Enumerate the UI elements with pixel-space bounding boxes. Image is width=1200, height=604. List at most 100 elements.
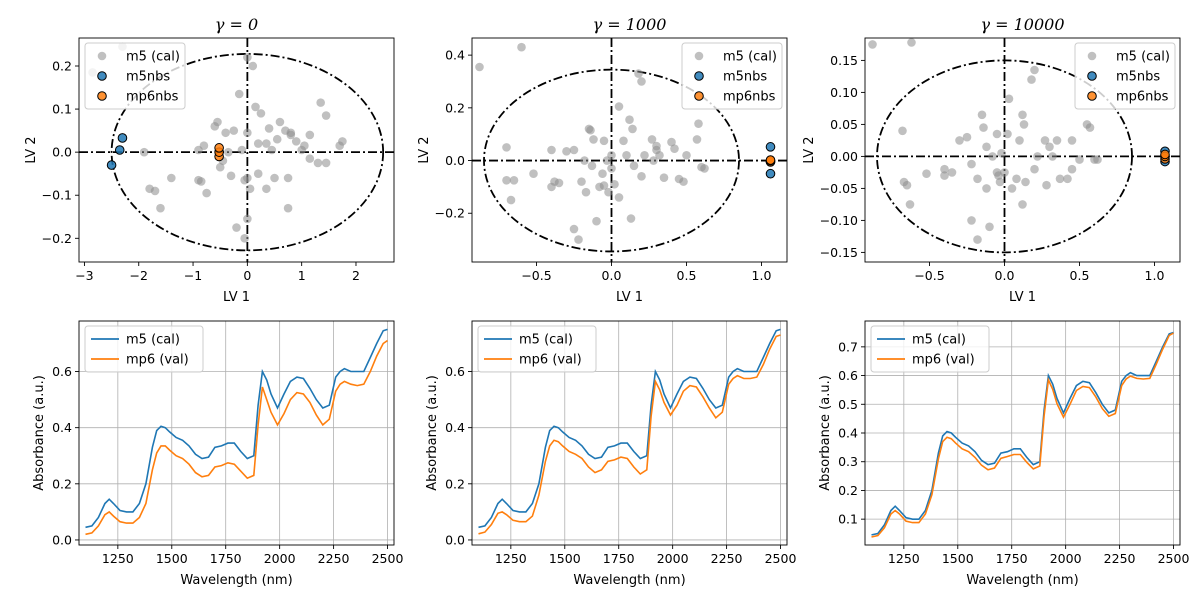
scatter-point-m5-cal [569,224,579,234]
scatter-point-m5-cal [992,129,1002,139]
scatter-point-m5-cal [502,143,511,152]
series-line-mp6-val [478,334,781,535]
scatter-point-m5-cal [226,171,236,181]
chart-6: 1250 1500 1750 2000 2250 2500 0.1 0.2 0.3 0.4 0.5 0… [818,320,1189,588]
scatter-point-m5-cal [700,164,709,173]
axes-frame [471,320,788,546]
x-tick-label: 2500 [372,551,404,566]
y-axis-label: Absorbance (a.u.) [32,375,47,491]
y-tick-label: 0.05 [830,117,858,132]
scatter-point-m5-cal [237,145,247,155]
plot-area [478,328,781,535]
scatter-point-m5-cal [586,125,595,135]
scatter-point-m5-cal [529,169,538,179]
legend-label: m5 (cal) [126,333,180,348]
scatter-point-m5-cal [637,172,646,181]
x-tick-label: 1750 [603,551,635,566]
scatter-point-m5-cal [1033,152,1042,161]
scatter-point-m5-cal [647,135,657,144]
scatter-point-m5-cal [580,156,589,165]
scatter-point-m5-cal [1067,136,1077,145]
x-tick-label: 2250 [1104,551,1136,566]
scatter-point-m5-cal [587,161,597,171]
y-tick-label: 0.10 [830,85,858,100]
scatter-point-m5-cal [670,144,679,153]
y-tick-label: 0.1 [838,512,858,527]
scatter-point-m5-cal [1030,65,1039,75]
scatter-point-m5-cal [940,171,949,180]
scatter-point-m5nbs [765,168,776,179]
scatter-point-m5-cal [592,216,601,226]
y-tick-label: 0.2 [445,476,465,491]
legend-box [1074,42,1176,110]
legend-marker [694,51,704,61]
series-line-mp6-val [85,339,388,536]
scatter-point-m5-cal [275,117,285,127]
y-tick-label: 0.6 [445,364,465,379]
legend-box [870,325,990,373]
scatter-point-m5-cal [316,98,325,107]
scatter-point-m5-cal [283,173,293,183]
x-tick-label: −3 [75,268,93,283]
x-tick-label: 1500 [942,551,974,566]
scatter-point-m5-cal [243,173,252,183]
legend: m5 (cal) m5nbs mp6nbs [681,42,783,110]
scatter-point-m5-cal [232,223,241,232]
scatter-point-m5-cal [659,173,669,182]
scatter-point-m5-cal [1027,75,1036,84]
x-tick-label: 2000 [657,551,689,566]
plot-area [79,38,394,262]
scatter-point-m5-cal [215,162,225,172]
chart-3: −0.5 0.0 0.5 1.0 −0.15 −0.10 −0.05 0.00 0.05 0.10… [802,15,1181,305]
y-tick-label: 0.0 [445,532,465,547]
scatter-point-m5-cal [167,173,176,183]
legend-box [681,42,783,110]
scatter-point-m5-cal [1067,164,1077,174]
x-tick-label: 1.0 [752,268,772,283]
scatter-point-m5-cal [313,158,323,168]
scatter-point-m5-cal [251,102,260,112]
scatter-point-mp6nbs [1160,149,1170,160]
scatter-point-m5-cal [321,158,331,168]
y-tick-label: −0.2 [435,206,465,221]
series-line-m5-cal [85,328,388,529]
scatter-point-m5-cal [589,135,598,144]
y-tick-label: 0.5 [838,397,858,412]
x-axis-label: LV 1 [223,290,250,305]
x-tick-label: 1500 [549,551,581,566]
legend-label: m5nbs [1116,70,1160,85]
scatter-point-m5-cal [562,147,571,156]
scatter-point-m5-cal [628,124,637,134]
y-tick-label: 0.6 [838,368,858,383]
x-tick-label: −0.5 [914,268,944,283]
scatter-point-m5-cal [599,136,609,146]
scatter-point-m5-cal [1015,136,1024,145]
y-tick-label: 0.0 [52,532,72,547]
scatter-point-m5-cal [291,137,301,146]
scatter-point-m5-cal [300,141,309,150]
scatter-point-m5-cal [139,147,149,157]
x-tick-label: 1750 [210,551,242,566]
axes-frame [864,37,1181,263]
scatter-point-m5nbs [765,142,776,152]
legend-marker [694,91,704,101]
legend-label: mp6 (val) [912,353,975,368]
legend-marker [1087,51,1097,61]
scatter-point-m5-cal [1085,123,1095,132]
x-tick-label: 1 [298,268,306,283]
scatter-point-m5-cal [614,102,624,111]
scatter-point-m5-cal [305,130,315,140]
scatter-point-m5-cal [196,177,206,186]
scatter-point-m5-cal [245,184,255,194]
scatter-point-m5-cal [229,126,239,135]
legend-label: mp6nbs [723,90,776,105]
legend-label: m5nbs [126,70,170,85]
x-tick-label: 1250 [888,551,920,566]
scatter-point-m5-cal [243,128,252,138]
scatter-point-m5-cal [692,135,702,144]
scatter-point-m5-cal [907,38,916,47]
scatter-point-m5-cal [868,40,877,49]
scatter-point-m5-cal [629,161,639,171]
x-tick-label: 1750 [996,551,1028,566]
